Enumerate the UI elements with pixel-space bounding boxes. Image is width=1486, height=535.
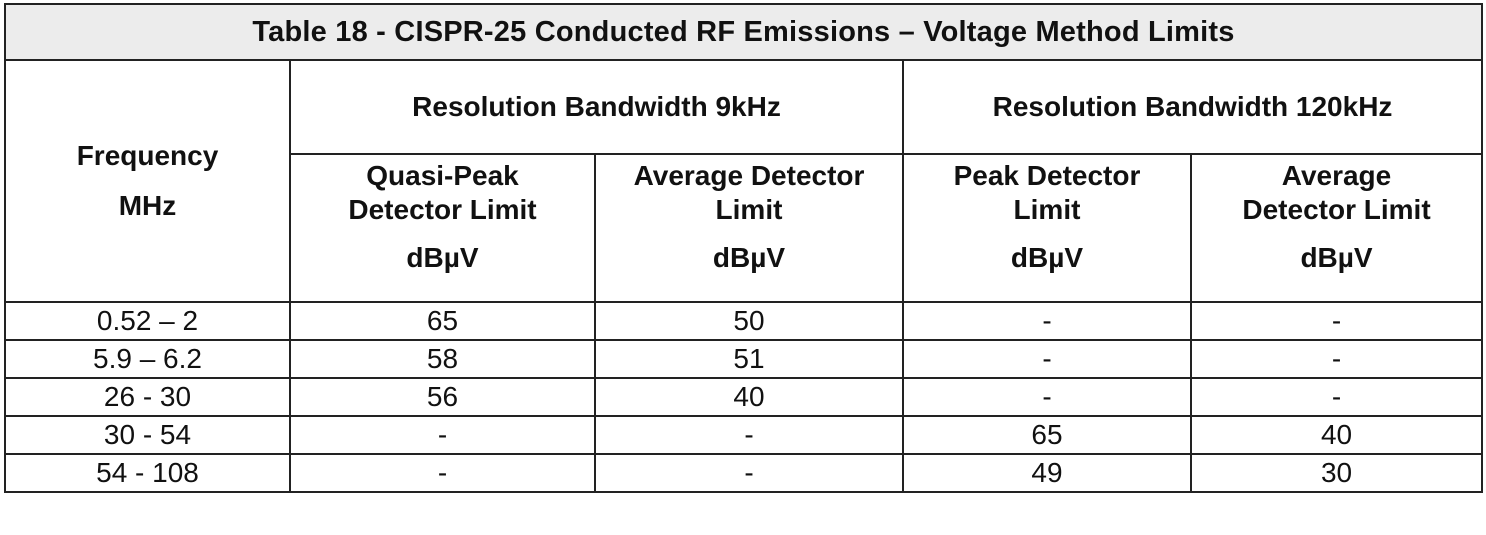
subheader-line1: Average Detector bbox=[633, 160, 865, 191]
subheader-unit: dBµV bbox=[406, 242, 479, 273]
table-cell: 56 bbox=[289, 377, 596, 417]
table-cell: - bbox=[902, 377, 1192, 417]
group-header-120khz: Resolution Bandwidth 120kHz bbox=[901, 59, 1484, 155]
table-row: 26 - 30 56 40 - - bbox=[4, 377, 1484, 417]
table-cell: 58 bbox=[289, 339, 596, 379]
table-cell: 51 bbox=[594, 339, 904, 379]
average-9khz-header: Average Detector Limit dBµV bbox=[594, 153, 904, 303]
frequency-header-label: Frequency bbox=[76, 140, 219, 171]
table-row: 0.52 – 2 65 50 - - bbox=[4, 301, 1484, 341]
table-row: 54 - 108 - - 49 30 bbox=[4, 453, 1484, 493]
subheader-line2: Limit bbox=[1013, 194, 1081, 225]
table-cell: - bbox=[289, 415, 596, 455]
subheader-unit: dBµV bbox=[1300, 242, 1373, 273]
quasi-peak-header: Quasi-Peak Detector Limit dBµV bbox=[289, 153, 596, 303]
subheader-line2: Detector Limit bbox=[348, 194, 537, 225]
table-cell: 65 bbox=[289, 301, 596, 341]
table-cell: - bbox=[289, 453, 596, 493]
subheader-line2: Detector Limit bbox=[1242, 194, 1431, 225]
frequency-cell: 26 - 30 bbox=[4, 377, 291, 417]
table-row: 5.9 – 6.2 58 51 - - bbox=[4, 339, 1484, 379]
table-cell: 50 bbox=[594, 301, 904, 341]
frequency-cell: 0.52 – 2 bbox=[4, 301, 291, 341]
sub-header-row: Quasi-Peak Detector Limit dBµV Average D… bbox=[5, 153, 1484, 303]
subheader-unit: dBµV bbox=[1010, 242, 1084, 273]
table-cell: 30 bbox=[1189, 453, 1484, 493]
table-cell: - bbox=[902, 339, 1192, 379]
table-cell: - bbox=[594, 415, 904, 455]
frequency-cell: 54 - 108 bbox=[4, 453, 291, 493]
average-120khz-header: Average Detector Limit dBµV bbox=[1189, 153, 1484, 303]
subheader-line2: Limit bbox=[715, 194, 783, 225]
group-header-row: Frequency MHz Resolution Bandwidth 9kHz … bbox=[4, 59, 1484, 303]
frequency-header-unit: MHz bbox=[118, 190, 177, 221]
table-cell: 40 bbox=[594, 377, 904, 417]
table-row: 30 - 54 - - 65 40 bbox=[4, 415, 1484, 455]
frequency-cell: 5.9 – 6.2 bbox=[4, 339, 291, 379]
group-header-9khz: Resolution Bandwidth 9kHz bbox=[289, 59, 904, 155]
table-cell: - bbox=[902, 301, 1192, 341]
subheader-unit: dBµV bbox=[712, 242, 786, 273]
table-title: Table 18 - CISPR-25 Conducted RF Emissio… bbox=[3, 3, 1484, 61]
table-cell: - bbox=[1189, 377, 1484, 417]
emissions-limits-table: Table 18 - CISPR-25 Conducted RF Emissio… bbox=[3, 3, 1484, 493]
table-cell: 49 bbox=[902, 453, 1192, 493]
table-cell: - bbox=[1189, 339, 1484, 379]
subheader-line1: Peak Detector bbox=[953, 160, 1141, 191]
frequency-cell: 30 - 54 bbox=[4, 415, 291, 455]
title-row: Table 18 - CISPR-25 Conducted RF Emissio… bbox=[3, 3, 1484, 61]
table-cell: - bbox=[1189, 301, 1484, 341]
frequency-header: Frequency MHz bbox=[4, 59, 291, 303]
subheader-line1: Average bbox=[1281, 160, 1392, 191]
table-cell: - bbox=[594, 453, 904, 493]
peak-header: Peak Detector Limit dBµV bbox=[902, 153, 1192, 303]
subheader-line1: Quasi-Peak bbox=[366, 160, 519, 191]
table-cell: 65 bbox=[902, 415, 1192, 455]
table-cell: 40 bbox=[1189, 415, 1484, 455]
